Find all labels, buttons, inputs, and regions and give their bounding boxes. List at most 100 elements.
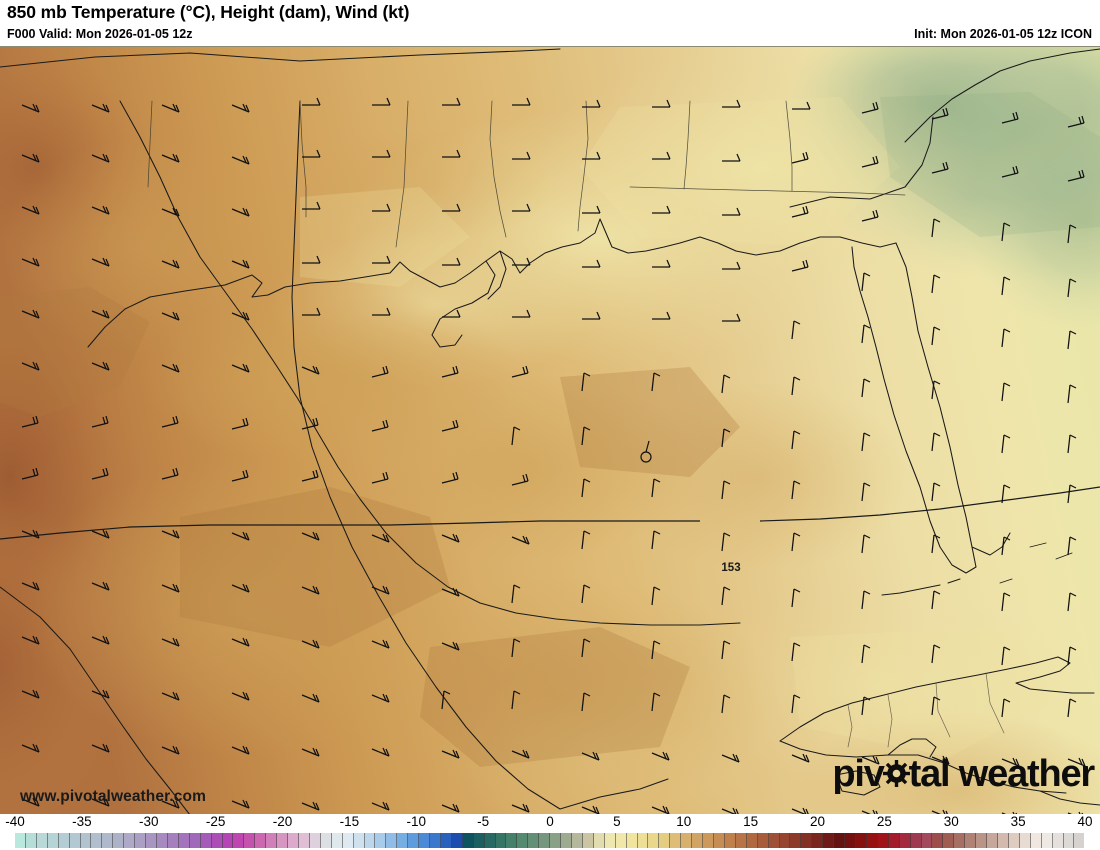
weather-map[interactable]: 153 [0,46,1100,814]
colorbar-swatch-57 [637,833,649,848]
colorbar-swatch-33 [375,833,387,848]
colorbar-swatch-94 [1041,833,1053,848]
colorbar-tick--10: -10 [406,814,427,829]
colorbar-swatch-20 [233,833,245,848]
colorbar-swatch-15 [178,833,190,848]
colorbar-tick--30: -30 [138,814,159,829]
colorbar-swatch-5 [69,833,81,848]
colorbar-tick-labels: -40 -35 -30 -25 -20 -15 -10 -5 0 5 10 15 20 25 30 35 40 [0,814,1100,832]
colorbar-swatch-3 [47,833,59,848]
colorbar-tick-0: 0 [546,814,554,829]
colorbar-swatch-65 [724,833,736,848]
colorbar-swatch-12 [146,833,157,848]
colorbar-swatch-85 [943,833,955,848]
colorbar-tick-25: 25 [876,814,892,829]
init-time-label: Init: Mon 2026-01-05 12z ICON [914,27,1092,41]
colorbar-swatch-40 [451,833,463,848]
colorbar-swatch-39 [440,833,452,848]
colorbar-tick--5: -5 [477,814,490,829]
colorbar-tick-35: 35 [1010,814,1026,829]
colorbar-swatch-53 [593,833,605,848]
colorbar-swatch-90 [997,833,1009,848]
colorbar-swatch-1 [25,833,37,848]
colorbar-swatch-93 [1030,833,1042,848]
colorbar-swatch-95 [1052,833,1064,848]
colorbar-swatch-38 [430,833,441,848]
colorbar-swatch-80 [888,833,900,848]
colorbar-swatch-63 [703,833,714,848]
colorbar-swatch-67 [746,833,758,848]
colorbar-swatch-27 [309,833,321,848]
colorbar-swatch-42 [473,833,485,848]
colorbar-swatch-0 [15,833,26,848]
colorbar-swatch-86 [954,833,966,848]
colorbar-swatch-17 [200,833,212,848]
colorbar-swatch-21 [244,833,256,848]
colorbar-swatch-2 [36,833,48,848]
colorbar-swatch-7 [91,833,103,848]
colorbar-swatches[interactable] [15,833,1085,848]
colorbar-swatch-52 [582,833,594,848]
brand-text-part2: tal weather [908,753,1096,795]
colorbar-swatch-48 [539,833,551,848]
colorbar-tick--25: -25 [205,814,226,829]
colorbar-swatch-72 [801,833,813,848]
colorbar-swatch-30 [342,833,354,848]
colorbar-swatch-96 [1063,833,1075,848]
colorbar-swatch-83 [921,833,933,848]
colorbar-tick-5: 5 [613,814,621,829]
height-contour-layer [0,486,1100,540]
colorbar-swatch-28 [320,833,332,848]
colorbar-swatch-29 [331,833,343,848]
colorbar-tick-10: 10 [676,814,692,829]
colorbar-swatch-55 [615,833,627,848]
colorbar-tick--40: -40 [5,814,25,829]
colorbar-swatch-34 [386,833,398,848]
colorbar-tick--20: -20 [272,814,293,829]
colorbar-swatch-47 [528,833,540,848]
colorbar-swatch-41 [462,833,474,848]
colorbar-tick-40: 40 [1077,814,1093,829]
colorbar-swatch-49 [550,833,562,848]
colorbar-swatch-4 [58,833,70,848]
colorbar-swatch-92 [1019,833,1031,848]
colorbar-swatch-51 [572,833,583,848]
colorbar-tick-15: 15 [743,814,759,829]
colorbar-swatch-82 [910,833,922,848]
colorbar-swatch-74 [823,833,835,848]
colorbar-swatch-46 [517,833,529,848]
colorbar-swatch-11 [135,833,147,848]
colorbar-swatch-10 [124,833,136,848]
colorbar-tick-30: 30 [943,814,959,829]
temperature-field [0,47,1100,814]
map-canvas[interactable]: 153 [0,47,1100,814]
colorbar-swatch-71 [790,833,802,848]
gear-o-icon [882,754,910,787]
colorbar-swatch-68 [757,833,769,848]
colorbar-swatch-19 [222,833,234,848]
colorbar-swatch-89 [987,833,998,848]
colorbar-swatch-78 [866,833,878,848]
colorbar-swatch-69 [768,833,780,848]
colorbar-swatch-31 [353,833,365,848]
colorbar-swatch-79 [877,833,889,848]
colorbar-swatch-37 [419,833,431,848]
colorbar-swatch-54 [604,833,616,848]
colorbar-swatch-58 [648,833,660,848]
colorbar-swatch-59 [659,833,671,848]
colorbar-swatch-91 [1008,833,1020,848]
colorbar-swatch-84 [932,833,944,848]
colorbar-swatch-70 [779,833,791,848]
pivotal-weather-logo: piv tal weather [832,753,1096,796]
colorbar-swatch-25 [288,833,299,848]
colorbar-swatch-32 [364,833,376,848]
colorbar-swatch-8 [102,833,114,848]
colorbar[interactable]: -40 -35 -30 -25 -20 -15 -10 -5 0 5 10 15 20 25 30 35 40 [0,814,1100,850]
colorbar-swatch-81 [899,833,911,848]
colorbar-swatch-50 [561,833,573,848]
colorbar-swatch-73 [812,833,824,848]
colorbar-swatch-9 [113,833,125,848]
geography-layer [0,48,1100,814]
colorbar-swatch-22 [255,833,267,848]
colorbar-swatch-13 [156,833,168,848]
